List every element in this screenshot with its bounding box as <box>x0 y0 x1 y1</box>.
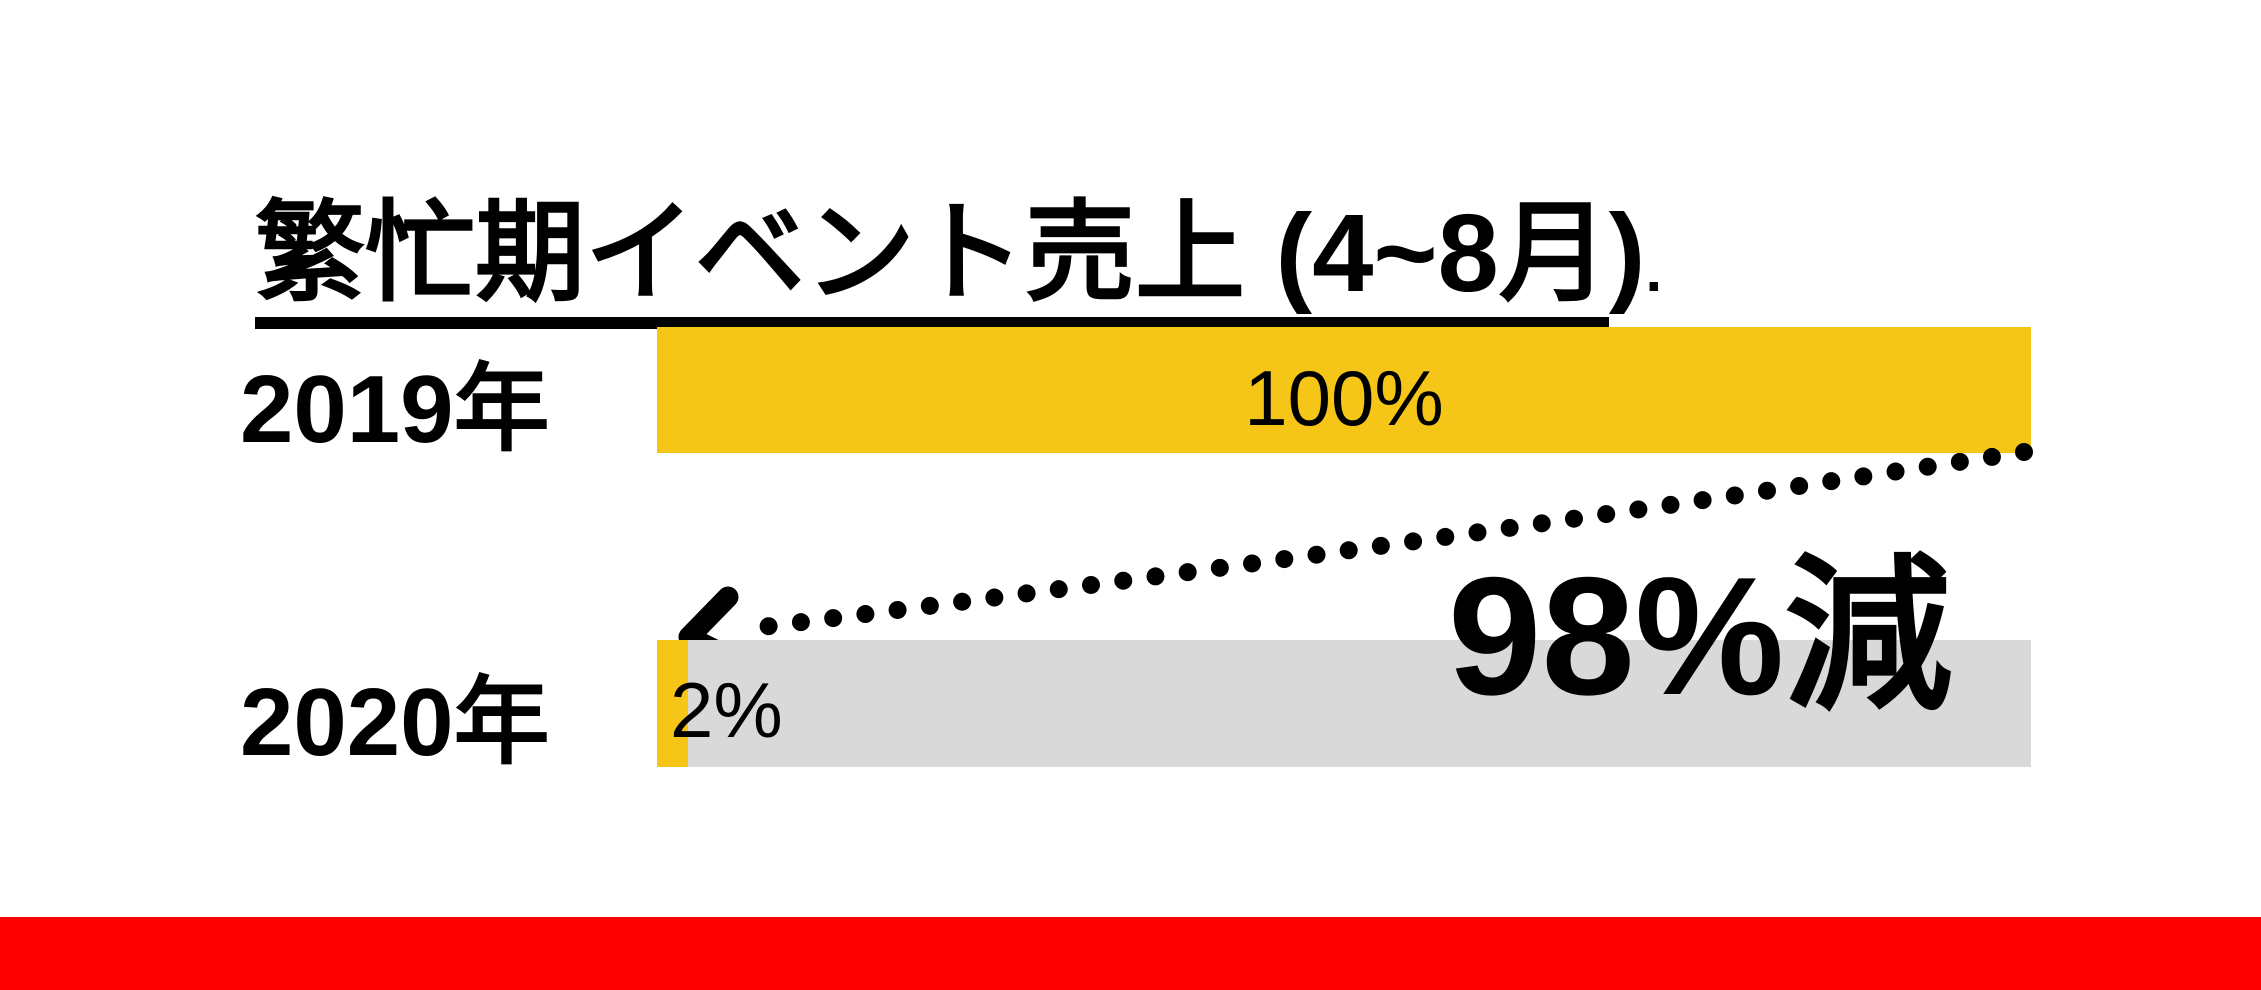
bar-track-2020 <box>657 640 2031 767</box>
page-title: 繁忙期イベント売上 (4~8月). <box>255 192 1662 329</box>
page-title-close-paren: ) <box>1608 191 1646 315</box>
page-title-underlined-text: 繁忙期イベント売上 (4~8月 <box>255 192 1609 329</box>
category-label-2019: 2019年 <box>240 356 550 463</box>
category-label-2020: 2020年 <box>240 669 550 776</box>
decrease-annotation: 98%減 <box>1448 542 1953 730</box>
bar-2019: 100% <box>657 327 2031 453</box>
bar-2019-data-label: 100% <box>1244 354 1444 442</box>
page-title-trailing-period: . <box>1645 236 1663 304</box>
footer-accent-band <box>0 917 2261 990</box>
bar-2020-data-label: 2% <box>670 666 783 754</box>
bar-2020 <box>657 640 688 767</box>
